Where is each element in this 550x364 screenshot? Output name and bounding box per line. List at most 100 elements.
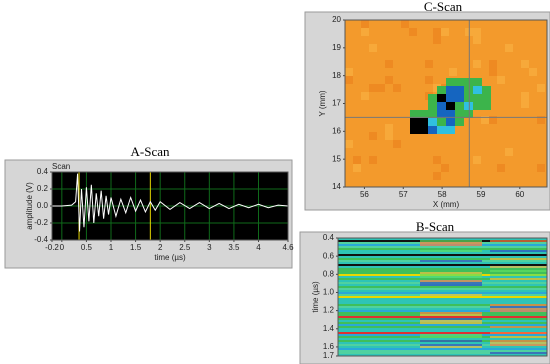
heatmap-band <box>420 320 482 322</box>
heatmap-band <box>420 240 482 242</box>
heatmap-row <box>338 264 547 266</box>
heatmap-cell <box>433 156 441 164</box>
y-tick-label: 0.4 <box>37 167 49 176</box>
heatmap-cell <box>433 36 441 44</box>
y-tick-label: 0.0 <box>37 201 49 210</box>
y-tick-label: 17 <box>332 99 341 108</box>
heatmap-cell <box>473 102 482 110</box>
heatmap-row <box>338 308 547 310</box>
heatmap-cell <box>455 78 464 86</box>
chart-title: B-Scan <box>416 219 455 234</box>
heatmap-row <box>338 348 547 350</box>
heatmap-row <box>338 354 547 356</box>
heatmap-cell <box>473 78 482 86</box>
heatmap-band <box>420 284 482 286</box>
heatmap-row <box>338 316 547 318</box>
heatmap-row <box>338 288 547 290</box>
heatmap-cell <box>437 86 446 94</box>
heatmap-cell <box>410 126 419 134</box>
heatmap-row <box>338 304 547 306</box>
heatmap-cell <box>455 102 464 110</box>
heatmap-row <box>338 270 547 272</box>
y-tick-label: 20 <box>332 15 341 24</box>
y-tick-label: 1.0 <box>323 288 335 297</box>
heatmap-cell <box>489 68 497 76</box>
heatmap-cell <box>473 28 481 36</box>
heatmap-band <box>490 270 547 272</box>
heatmap-cell <box>377 84 385 92</box>
heatmap-row <box>338 302 547 304</box>
heatmap-cell <box>419 110 428 118</box>
x-tick-label: 2 <box>158 243 163 252</box>
heatmap-cell <box>464 86 473 94</box>
heatmap-band <box>490 266 547 268</box>
chart-title: C-Scan <box>424 0 463 14</box>
heatmap-cell <box>428 94 437 102</box>
heatmap-row <box>338 324 547 326</box>
heatmap-band <box>420 344 482 346</box>
heatmap-cell <box>482 86 491 94</box>
heatmap-cell <box>425 76 433 84</box>
x-tick-label: 0 <box>60 243 65 252</box>
heatmap-cell <box>449 68 457 76</box>
y-tick-label: 18 <box>332 71 341 80</box>
plot-frame <box>51 171 289 241</box>
heatmap-cell <box>428 126 437 134</box>
heatmap-row <box>338 252 547 254</box>
heatmap-cell <box>446 110 455 118</box>
plot-label: Scan <box>52 162 70 171</box>
heatmap-cell <box>361 92 369 100</box>
heatmap-cell <box>464 110 473 118</box>
heatmap-row <box>338 256 547 258</box>
heatmap-cell <box>393 84 401 92</box>
heatmap-cell <box>437 94 446 102</box>
y-tick-label: 0.2 <box>37 184 49 193</box>
heatmap-band <box>490 240 547 242</box>
x-tick-label: 57 <box>399 190 408 199</box>
heatmap-cell <box>353 156 361 164</box>
heatmap-cell <box>529 68 537 76</box>
heatmap-cell <box>437 118 446 126</box>
heatmap-cell <box>345 76 353 84</box>
heatmap-cell <box>428 102 437 110</box>
y-tick-label: 19 <box>332 43 341 52</box>
y-tick-label: -0.2 <box>34 218 48 227</box>
x-tick-label: -0.2 <box>45 243 59 252</box>
x-tick-label: 0.5 <box>81 243 93 252</box>
heatmap-cell <box>345 68 353 76</box>
heatmap-row <box>338 310 547 312</box>
heatmap-cell <box>369 44 377 52</box>
heatmap-cell <box>497 164 505 172</box>
heatmap-row <box>338 292 547 294</box>
heatmap-cell <box>419 126 428 134</box>
heatmap-cell <box>537 116 545 124</box>
heatmap-band <box>420 280 482 282</box>
heatmap-cell <box>428 110 437 118</box>
heatmap-cell <box>473 94 482 102</box>
heatmap-cell <box>441 164 449 172</box>
heatmap-row <box>338 248 547 250</box>
heatmap-cell <box>505 44 513 52</box>
y-tick-label: -0.4 <box>34 235 48 244</box>
heatmap-band <box>420 340 482 342</box>
heatmap-cell <box>410 110 419 118</box>
y-axis-label: time (µs) <box>311 281 320 313</box>
heatmap-row <box>338 286 547 288</box>
heatmap-band <box>490 274 547 276</box>
heatmap-row <box>338 258 547 260</box>
heatmap-band <box>420 312 482 314</box>
heatmap-band <box>490 304 547 306</box>
heatmap-row <box>338 268 547 270</box>
heatmap-row <box>338 296 547 298</box>
x-tick-label: 1 <box>109 243 114 252</box>
heatmap-band <box>420 276 482 278</box>
chart-title: A-Scan <box>131 144 170 159</box>
heatmap-cell <box>433 172 441 180</box>
heatmap-cell <box>410 118 419 126</box>
heatmap-band <box>490 342 547 344</box>
heatmap-cell <box>521 100 529 108</box>
heatmap-band <box>420 294 482 296</box>
heatmap-cell <box>473 60 481 68</box>
heatmap-row <box>338 328 547 330</box>
heatmap-row <box>338 338 547 340</box>
